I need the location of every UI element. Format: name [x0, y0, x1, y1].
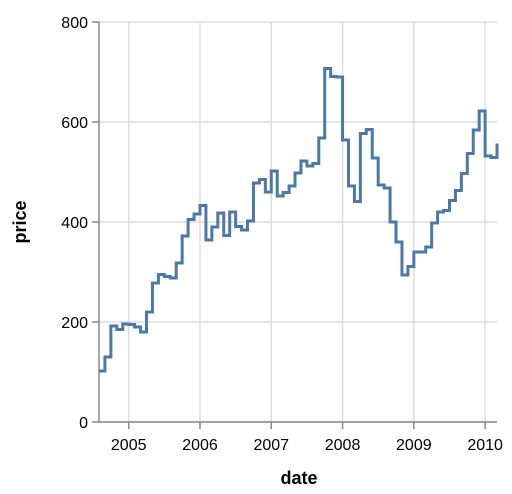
- tick-labels: 0 200 400 600 800 2005 2006 2007 2008 2009 2010: [61, 15, 503, 454]
- axes: [92, 21, 497, 429]
- x-tick-label: 2006: [182, 437, 218, 454]
- x-tick-label: 2009: [396, 437, 432, 454]
- x-tick-label: 2010: [467, 437, 503, 454]
- x-tick-label: 2005: [111, 437, 147, 454]
- x-tick-label: 2008: [325, 437, 361, 454]
- x-tick-label: 2007: [253, 437, 289, 454]
- y-tick-label: 0: [79, 415, 88, 432]
- y-tick-label: 400: [61, 215, 88, 232]
- price-series-line: [99, 67, 499, 373]
- y-axis-title: price: [10, 200, 30, 243]
- gridlines: [99, 21, 497, 423]
- y-tick-label: 200: [61, 315, 88, 332]
- y-tick-label: 600: [61, 115, 88, 132]
- y-tick-label: 800: [61, 15, 88, 32]
- series-layer: [99, 67, 499, 373]
- x-axis-title: date: [280, 468, 317, 488]
